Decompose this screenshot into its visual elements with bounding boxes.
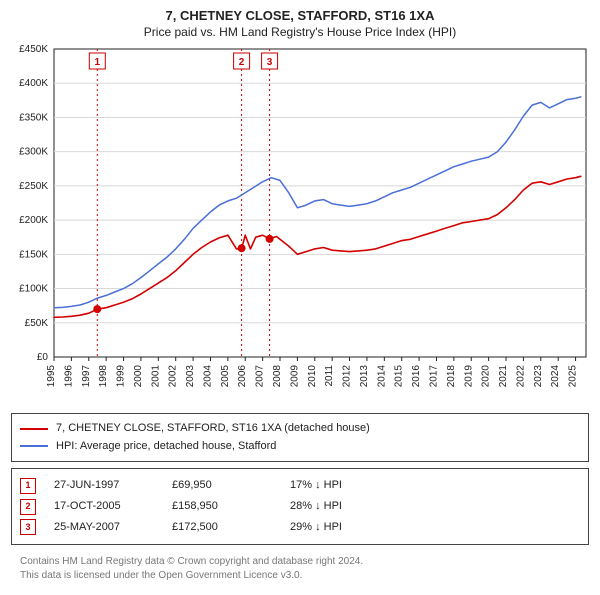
footnote: Contains HM Land Registry data © Crown c… [20, 551, 580, 587]
svg-text:2001: 2001 [150, 365, 161, 388]
svg-text:2000: 2000 [133, 365, 144, 388]
svg-text:2020: 2020 [481, 365, 492, 388]
svg-text:2016: 2016 [411, 365, 422, 388]
svg-text:2005: 2005 [220, 365, 231, 388]
svg-text:£50K: £50K [25, 318, 49, 329]
svg-text:1998: 1998 [98, 365, 109, 388]
legend-item: HPI: Average price, detached house, Staf… [20, 438, 580, 456]
svg-text:2007: 2007 [255, 365, 266, 388]
event-price: £69,950 [172, 475, 272, 496]
svg-text:2003: 2003 [185, 365, 196, 388]
svg-text:£200K: £200K [19, 215, 48, 226]
event-row: 2 17-OCT-2005 £158,950 28% ↓ HPI [20, 496, 580, 517]
svg-text:1999: 1999 [116, 365, 127, 388]
page-title: 7, CHETNEY CLOSE, STAFFORD, ST16 1XA [10, 8, 590, 23]
svg-text:2024: 2024 [550, 365, 561, 388]
event-date: 25-MAY-2007 [54, 517, 154, 538]
svg-text:2023: 2023 [533, 365, 544, 388]
svg-text:2009: 2009 [289, 365, 300, 388]
event-date: 17-OCT-2005 [54, 496, 154, 517]
svg-text:2010: 2010 [307, 365, 318, 388]
svg-text:1: 1 [95, 57, 101, 68]
legend: 7, CHETNEY CLOSE, STAFFORD, ST16 1XA (de… [11, 413, 589, 462]
svg-text:£0: £0 [37, 352, 49, 363]
svg-text:2013: 2013 [359, 365, 370, 388]
svg-text:2: 2 [239, 57, 245, 68]
legend-label: 7, CHETNEY CLOSE, STAFFORD, ST16 1XA (de… [56, 420, 370, 438]
event-marker-icon: 2 [20, 499, 36, 515]
svg-text:£350K: £350K [19, 112, 48, 123]
page-subtitle: Price paid vs. HM Land Registry's House … [10, 25, 590, 39]
legend-item: 7, CHETNEY CLOSE, STAFFORD, ST16 1XA (de… [20, 420, 580, 438]
events-table: 1 27-JUN-1997 £69,950 17% ↓ HPI 2 17-OCT… [11, 468, 589, 545]
svg-text:2008: 2008 [272, 365, 283, 388]
svg-text:3: 3 [267, 57, 273, 68]
svg-text:£150K: £150K [19, 249, 48, 260]
svg-text:£300K: £300K [19, 147, 48, 158]
event-date: 27-JUN-1997 [54, 475, 154, 496]
legend-swatch [20, 445, 48, 447]
svg-text:2025: 2025 [568, 365, 579, 388]
svg-text:2022: 2022 [515, 365, 526, 388]
svg-text:2014: 2014 [376, 365, 387, 388]
svg-text:£250K: £250K [19, 181, 48, 192]
event-row: 3 25-MAY-2007 £172,500 29% ↓ HPI [20, 517, 580, 538]
price-chart: £0 £50K £100K £150K £200K £250K £300K £350K £400… [10, 45, 590, 405]
svg-text:2019: 2019 [463, 365, 474, 388]
event-price: £172,500 [172, 517, 272, 538]
footnote-line: Contains HM Land Registry data © Crown c… [20, 555, 580, 569]
svg-text:2015: 2015 [394, 365, 405, 388]
event-row: 1 27-JUN-1997 £69,950 17% ↓ HPI [20, 475, 580, 496]
event-marker-icon: 3 [20, 519, 36, 535]
svg-text:£400K: £400K [19, 78, 48, 89]
legend-swatch [20, 428, 48, 430]
svg-text:2004: 2004 [202, 365, 213, 388]
event-delta: 17% ↓ HPI [290, 475, 342, 496]
svg-text:£450K: £450K [19, 45, 48, 55]
svg-text:2021: 2021 [498, 365, 509, 388]
legend-label: HPI: Average price, detached house, Staf… [56, 438, 276, 456]
footnote-line: This data is licensed under the Open Gov… [20, 569, 580, 583]
svg-text:2017: 2017 [428, 365, 439, 388]
svg-text:2018: 2018 [446, 365, 457, 388]
svg-text:2002: 2002 [168, 365, 179, 388]
event-delta: 29% ↓ HPI [290, 517, 342, 538]
event-delta: 28% ↓ HPI [290, 496, 342, 517]
svg-text:2012: 2012 [342, 365, 353, 388]
svg-text:2011: 2011 [324, 365, 335, 387]
svg-text:2006: 2006 [237, 365, 248, 388]
svg-text:£100K: £100K [19, 284, 48, 295]
event-marker-icon: 1 [20, 478, 36, 494]
svg-text:1997: 1997 [81, 365, 92, 388]
svg-text:1996: 1996 [63, 365, 74, 388]
svg-text:1995: 1995 [46, 365, 57, 388]
event-price: £158,950 [172, 496, 272, 517]
